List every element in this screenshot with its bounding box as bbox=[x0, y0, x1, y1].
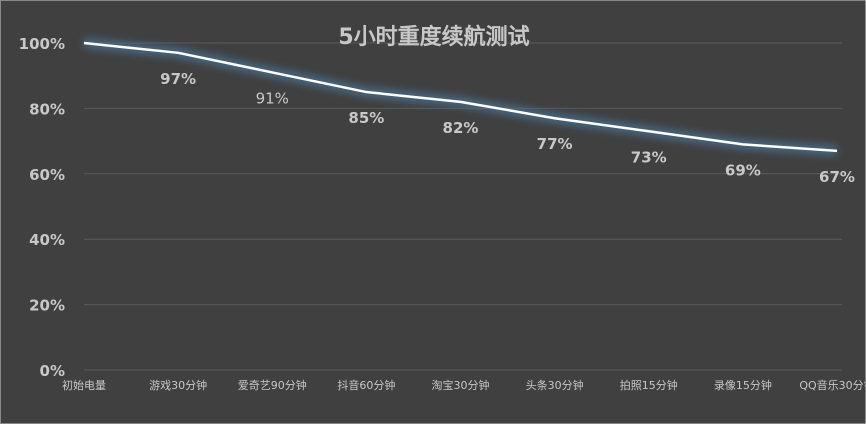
x-tick-label: 拍照15分钟 bbox=[620, 378, 678, 392]
x-tick-label: QQ音乐30分钟 bbox=[799, 378, 866, 392]
x-tick-label: 抖音60分钟 bbox=[337, 378, 395, 392]
y-tick-label: 40% bbox=[29, 231, 65, 249]
y-tick-label: 20% bbox=[29, 297, 65, 315]
x-tick-label: 头条30分钟 bbox=[526, 378, 584, 392]
data-label: 97% bbox=[160, 70, 196, 88]
x-tick-label: 淘宝30分钟 bbox=[432, 378, 490, 392]
y-tick-label: 80% bbox=[29, 100, 65, 118]
y-tick-label: 60% bbox=[29, 166, 65, 184]
x-tick-label: 初始电量 bbox=[62, 378, 106, 392]
data-label: 73% bbox=[631, 148, 667, 166]
data-label: 85% bbox=[348, 109, 384, 127]
x-tick-label: 录像15分钟 bbox=[714, 378, 772, 392]
y-tick-label: 0% bbox=[40, 362, 65, 380]
data-label: 67% bbox=[819, 168, 855, 186]
data-label: 69% bbox=[725, 161, 761, 179]
data-label: 77% bbox=[537, 135, 573, 153]
x-tick-label: 爱奇艺90分钟 bbox=[238, 378, 307, 392]
chart-title: 5小时重度续航测试 bbox=[338, 25, 530, 50]
data-label: 82% bbox=[443, 119, 479, 137]
x-tick-label: 游戏30分钟 bbox=[149, 378, 207, 392]
y-tick-label: 100% bbox=[19, 35, 65, 53]
data-label: 91% bbox=[256, 89, 289, 107]
